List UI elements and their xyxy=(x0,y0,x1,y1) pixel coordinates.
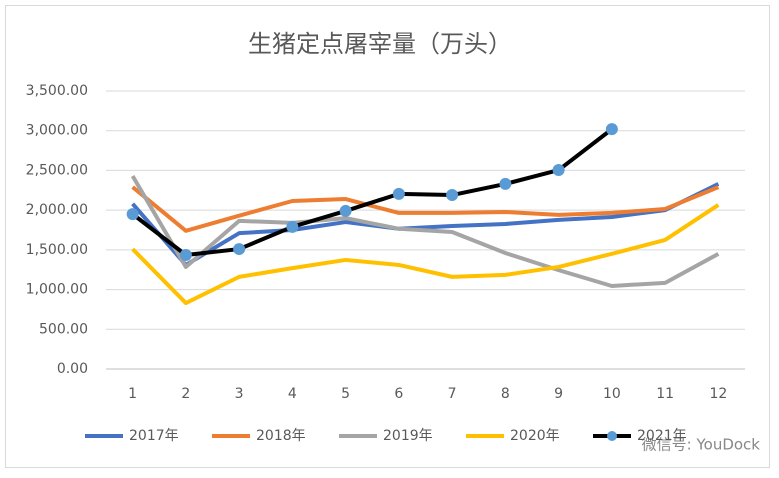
y-tick-label: 3,000.00 xyxy=(26,123,88,139)
x-tick-label: 4 xyxy=(288,386,297,402)
y-tick-label: 1,000.00 xyxy=(26,282,88,298)
chart-title: 生猪定点屠宰量（万头） xyxy=(248,30,512,58)
point-marker xyxy=(552,164,565,177)
legend-label: 2021年 xyxy=(637,428,687,444)
point-marker xyxy=(233,243,246,256)
y-tick-label: 1,500.00 xyxy=(26,242,88,258)
series-line xyxy=(130,174,720,288)
point-marker xyxy=(126,208,139,221)
y-tick-label: 2,500.00 xyxy=(26,162,88,178)
chart-frame xyxy=(5,5,770,468)
x-tick-label: 2 xyxy=(181,386,190,402)
series-line xyxy=(131,185,720,233)
point-marker xyxy=(179,249,192,262)
y-tick-label: 2,000.00 xyxy=(26,202,88,218)
x-tick-label: 10 xyxy=(603,386,621,402)
y-tick-label: 0.00 xyxy=(57,361,88,377)
point-marker xyxy=(339,204,352,217)
series-line xyxy=(131,203,720,306)
watermark: 微信号: YouDock xyxy=(642,436,761,454)
point-marker xyxy=(286,220,299,233)
x-tick-label: 1 xyxy=(128,386,137,402)
series-line xyxy=(131,182,720,267)
x-tick-label: 5 xyxy=(341,386,350,402)
legend-marker xyxy=(607,431,617,441)
x-tick-label: 9 xyxy=(554,386,563,402)
point-marker xyxy=(605,123,618,136)
point-marker xyxy=(446,189,459,202)
x-tick-label: 11 xyxy=(656,386,674,402)
point-marker xyxy=(499,177,512,190)
x-tick-label: 8 xyxy=(501,386,510,402)
x-tick-label: 6 xyxy=(394,386,403,402)
point-marker xyxy=(392,187,405,200)
x-tick-label: 3 xyxy=(235,386,244,402)
y-tick-label: 3,500.00 xyxy=(26,83,88,99)
legend-label: 2018年 xyxy=(256,428,306,444)
legend-label: 2019年 xyxy=(383,428,433,444)
series-line xyxy=(131,127,614,258)
legend-label: 2020年 xyxy=(510,428,560,444)
legend-label: 2017年 xyxy=(129,428,179,444)
x-tick-label: 12 xyxy=(709,386,727,402)
x-tick-label: 7 xyxy=(448,386,457,402)
y-tick-label: 500.00 xyxy=(39,321,88,337)
